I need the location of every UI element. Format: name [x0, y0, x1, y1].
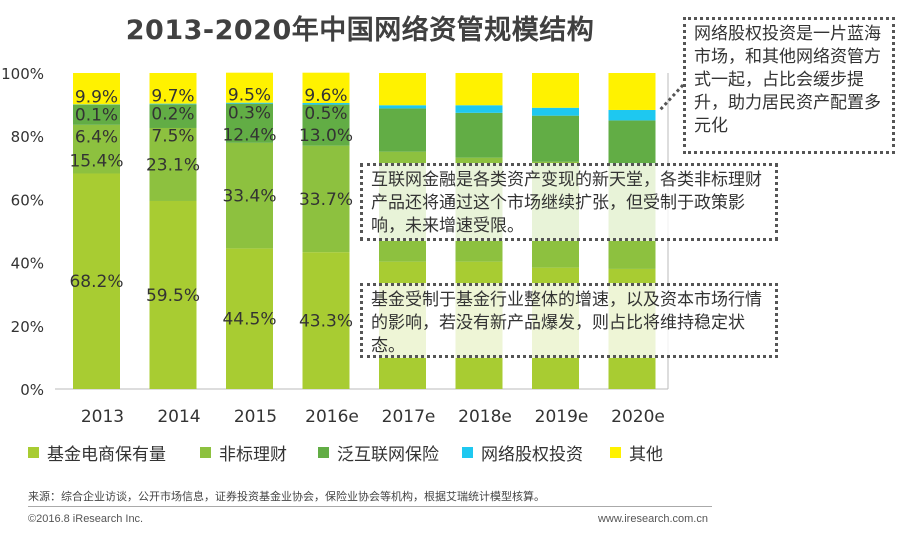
legend-label: 网络股权投资: [481, 445, 583, 465]
x-tick-label: 2018e: [458, 407, 512, 427]
bar-segment-2015-1: [226, 142, 273, 249]
bar-segment-2015-3: [226, 102, 273, 104]
data-label: 0.2%: [151, 105, 194, 125]
data-label: 9.7%: [151, 87, 194, 107]
bar-segment-2020e-3: [608, 109, 656, 121]
y-tick-label: 40%: [11, 255, 44, 273]
bar-segment-2013-2: [73, 104, 120, 125]
y-tick-label: 60%: [11, 191, 44, 209]
y-tick-label: 100%: [1, 65, 44, 83]
callout-equity: 网络股权投资是一片蓝海市场，和其他网络资管方式一起，占比会缓步提升，助力居民资产…: [683, 17, 895, 154]
legend-item: 网络股权投资: [462, 440, 583, 465]
legend-item: 非标理财: [200, 440, 287, 465]
data-label: 13.0%: [299, 126, 353, 146]
data-label: 44.5%: [222, 310, 276, 330]
data-label: 68.2%: [69, 272, 123, 292]
x-tick-label: 2017e: [382, 407, 436, 427]
bar-segment-2015-2: [226, 103, 273, 143]
data-label: 59.5%: [146, 286, 200, 306]
bar-segment-2013-1: [73, 124, 120, 174]
legend-item: 其他: [610, 440, 663, 465]
y-tick-label: 80%: [11, 128, 44, 146]
data-label: 0.3%: [228, 104, 271, 124]
copyright: ©2016.8 iResearch Inc.: [28, 513, 144, 525]
bar-segment-2016e-4: [302, 72, 350, 104]
data-label: 9.5%: [228, 86, 271, 106]
data-label: 43.3%: [299, 312, 353, 332]
bar-segment-2018e-2: [455, 112, 503, 158]
bar-segment-2015-0: [226, 248, 273, 389]
x-tick-label: 2014: [157, 407, 200, 427]
bar-segment-2014-3: [149, 103, 197, 105]
callout-leader-line: [658, 83, 685, 112]
data-label: 33.4%: [222, 187, 276, 207]
data-label: 0.1%: [75, 105, 118, 125]
x-tick-label: 2016e: [305, 407, 359, 427]
bar-segment-2019e-3: [532, 107, 579, 116]
y-tick-label: 20%: [11, 318, 44, 336]
bar-segment-2020e-4: [608, 73, 656, 110]
x-tick-label: 2019e: [535, 407, 589, 427]
bar-segment-2014-4: [149, 73, 197, 104]
data-label: 7.5%: [151, 127, 194, 147]
bar-segment-2017e-4: [379, 73, 426, 106]
legend-label: 基金电商保有量: [47, 445, 166, 465]
bar-segment-2013-4: [73, 73, 120, 105]
bar-segment-2015-4: [226, 72, 273, 103]
data-label: 6.4%: [75, 127, 118, 147]
bar-segment-2020e-2: [608, 120, 656, 165]
data-label: 9.9%: [75, 87, 118, 107]
source-note: 来源：综合企业访谈，公开市场信息，证券投资基金业协会，保险业协会等机构，根据艾瑞…: [28, 490, 545, 503]
x-tick-label: 2020e: [611, 407, 665, 427]
data-label: 33.7%: [299, 190, 353, 210]
legend-label: 泛互联网保险: [337, 445, 439, 465]
chart-title: 2013-2020年中国网络资管规模结构: [125, 15, 595, 46]
legend-swatch: [462, 447, 473, 458]
legend-item: 基金电商保有量: [28, 440, 166, 465]
legend-label: 非标理财: [219, 445, 287, 465]
legend-swatch: [610, 447, 621, 458]
x-tick-label: 2015: [234, 407, 277, 427]
bar-segment-2019e-2: [532, 115, 579, 162]
data-label: 12.4%: [222, 126, 276, 146]
callout-nonstandard: 互联网金融是各类资产变现的新天堂，各类非标理财产品还将通过这个市场继续扩张，但受…: [360, 163, 778, 241]
bar-segment-2018e-4: [455, 73, 503, 106]
bar-segment-2017e-2: [379, 108, 426, 152]
bar-segment-2016e-2: [302, 104, 350, 146]
bar-segment-2018e-3: [455, 105, 503, 113]
legend-swatch: [200, 447, 211, 458]
data-label: 15.4%: [69, 151, 123, 171]
divider: [28, 506, 712, 507]
y-tick-label: 0%: [20, 381, 44, 399]
bar-segment-2016e-3: [302, 103, 350, 105]
bar-segment-2016e-0: [302, 252, 350, 389]
callout-fund: 基金受制于基金行业整体的增速，以及资本市场行情的影响，若没有新产品爆发，则占比将…: [360, 283, 778, 358]
bar-segment-2014-2: [149, 104, 197, 128]
bar-segment-2014-0: [149, 200, 197, 389]
bar-segment-2013-0: [73, 173, 120, 389]
legend-swatch: [28, 447, 39, 458]
legend-label: 其他: [629, 445, 663, 465]
data-label: 9.6%: [304, 86, 347, 106]
data-label: 23.1%: [146, 155, 200, 175]
legend-item: 泛互联网保险: [318, 440, 439, 465]
legend-swatch: [318, 447, 329, 458]
bar-segment-2016e-1: [302, 145, 350, 253]
bar-segment-2019e-4: [532, 73, 579, 108]
bar-segment-2014-1: [149, 127, 197, 201]
x-tick-label: 2013: [81, 407, 124, 427]
data-label: 0.5%: [304, 104, 347, 124]
website: www.iresearch.com.cn: [597, 513, 708, 525]
bar-segment-2017e-3: [379, 105, 426, 109]
